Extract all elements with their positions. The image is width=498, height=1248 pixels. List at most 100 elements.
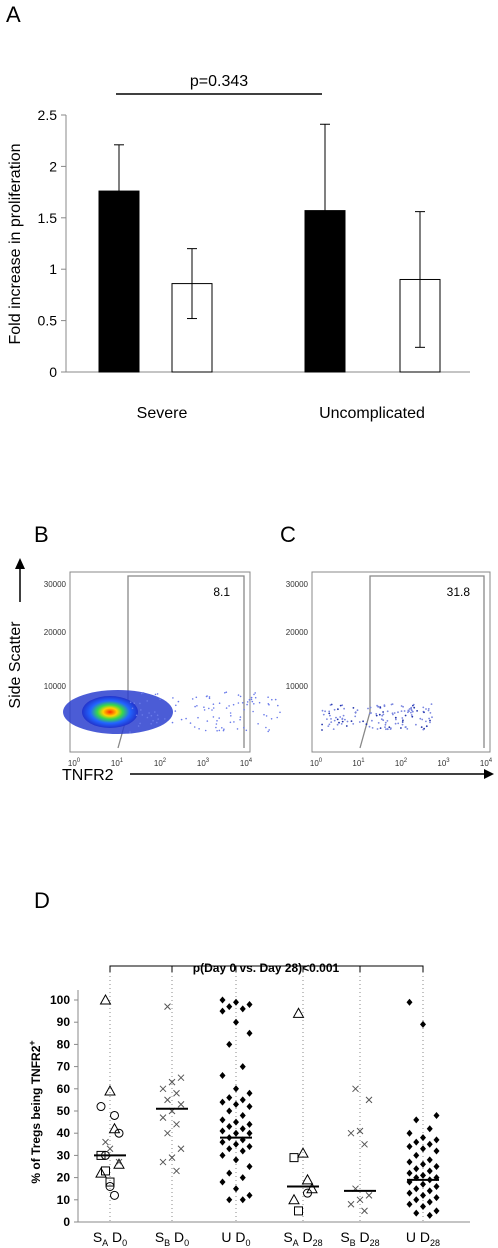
cell-event: [376, 704, 378, 707]
cell-event: [175, 704, 177, 707]
data-point-cross: [177, 1100, 185, 1108]
cell-event: [410, 707, 412, 710]
data-point-diamond: [406, 1129, 413, 1137]
y-axis-arrowhead: [15, 558, 25, 569]
y-tick-label: 100: [50, 993, 70, 1007]
cell-event: [253, 703, 255, 705]
cell-event: [425, 720, 427, 723]
data-point-diamond: [413, 1209, 420, 1217]
cell-event: [344, 718, 346, 721]
group-label: SA D0: [93, 1229, 127, 1248]
cell-event: [330, 721, 333, 723]
data-point-cross: [164, 1003, 171, 1011]
dense-core: [82, 696, 138, 728]
cell-event: [413, 706, 416, 709]
y-tick-label: 0: [49, 364, 57, 380]
cell-event: [140, 709, 142, 711]
cell-event: [279, 711, 281, 714]
cell-event: [407, 711, 409, 714]
cell-event: [212, 716, 215, 718]
cell-event: [253, 693, 255, 696]
panel-label-a: A: [6, 2, 21, 27]
data-point-cross: [352, 1085, 359, 1093]
data-point-diamond: [239, 1111, 246, 1119]
cell-event: [156, 714, 159, 716]
data-point-diamond: [219, 1071, 226, 1079]
cell-event: [382, 713, 385, 716]
cell-event: [378, 713, 381, 716]
y-axis-label: % of Tregs being TNFR2+: [27, 1040, 43, 1183]
cell-event: [381, 714, 384, 717]
cell-events: [63, 690, 281, 734]
cell-event: [356, 709, 359, 712]
cell-event: [203, 709, 206, 711]
y-tick-label: 30000: [286, 580, 309, 589]
data-point-square: [289, 1153, 299, 1163]
cell-event: [137, 725, 140, 727]
cell-event: [402, 719, 404, 722]
cell-event: [380, 718, 383, 721]
cell-event: [422, 706, 425, 709]
cell-event: [410, 711, 412, 714]
data-point-diamond: [239, 1147, 246, 1155]
data-point-circle: [96, 1102, 106, 1112]
data-point-diamond: [219, 1151, 226, 1159]
cell-event: [140, 692, 143, 695]
cell-event: [397, 722, 400, 725]
cell-event: [216, 720, 218, 722]
data-point-diamond: [226, 1169, 233, 1177]
cell-event: [193, 726, 196, 728]
cell-event: [428, 717, 430, 720]
group-label: SB D28: [340, 1229, 379, 1248]
cell-event: [329, 704, 332, 706]
cell-event: [346, 720, 349, 723]
data-point-diamond: [239, 1196, 246, 1204]
cell-event: [375, 713, 378, 715]
cell-event: [431, 716, 433, 719]
y-tick-label: 1.5: [38, 210, 58, 226]
cell-event: [208, 697, 211, 700]
data-point-cross: [173, 1167, 180, 1175]
data-point-diamond: [246, 1000, 253, 1008]
x-tick-label: 102: [395, 758, 408, 768]
cell-event: [393, 712, 396, 714]
cell-event: [254, 692, 256, 694]
data-point-diamond: [426, 1167, 433, 1175]
cell-event: [197, 716, 199, 719]
x-tick-label: 101: [352, 758, 365, 768]
gate-percentage: 31.8: [447, 585, 471, 599]
y-tick-label: 50: [57, 1104, 71, 1118]
group-label: SB D0: [155, 1229, 189, 1248]
data-point-diamond: [219, 996, 226, 1004]
data-point-diamond: [433, 1194, 440, 1202]
cell-event: [228, 705, 230, 707]
cell-event: [274, 698, 277, 701]
cell-event: [142, 692, 144, 694]
cell-event: [246, 703, 248, 706]
cell-event: [150, 714, 153, 717]
data-point-cross: [168, 1154, 176, 1161]
data-point-diamond: [433, 1182, 440, 1190]
cell-event: [328, 712, 331, 715]
cell-event: [258, 701, 261, 704]
y-tick-label: 60: [57, 1082, 71, 1096]
data-point-diamond: [219, 1178, 226, 1186]
cell-event: [265, 715, 268, 717]
cell-event: [148, 712, 150, 714]
cell-event: [185, 717, 187, 720]
cell-event: [237, 694, 240, 696]
data-point-diamond: [226, 1123, 233, 1131]
cell-event: [208, 696, 211, 698]
cell-event: [427, 708, 430, 710]
cell-event: [425, 725, 428, 728]
cell-event: [267, 696, 269, 698]
data-point-circle: [110, 1110, 119, 1120]
cell-event: [250, 696, 253, 699]
cell-event: [230, 715, 232, 717]
cell-event: [189, 722, 192, 724]
data-point-diamond: [413, 1165, 420, 1173]
data-point-diamond: [426, 1187, 433, 1195]
cell-event: [146, 700, 148, 702]
cell-event: [401, 723, 404, 726]
cell-event: [388, 726, 391, 729]
